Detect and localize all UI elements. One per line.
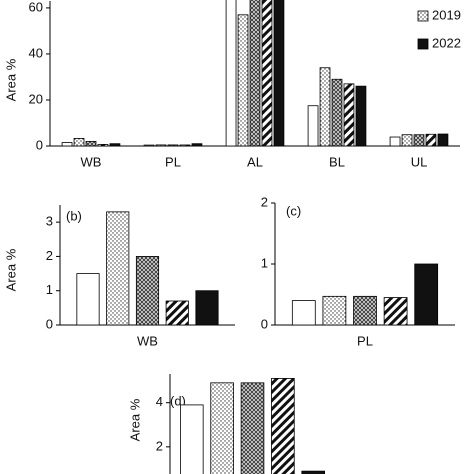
bar bbox=[383, 297, 408, 326]
bar bbox=[353, 295, 377, 326]
bar bbox=[135, 256, 160, 326]
bar bbox=[291, 300, 316, 326]
y-tick-label: 2 bbox=[46, 248, 53, 263]
legend-label: 2022 bbox=[432, 35, 461, 50]
bar bbox=[413, 134, 425, 147]
bar bbox=[195, 290, 219, 326]
bar bbox=[249, 0, 261, 147]
bar bbox=[179, 144, 191, 147]
y-tick-label: 0 bbox=[261, 316, 268, 331]
bar bbox=[425, 133, 437, 147]
y-axis-label: Area % bbox=[3, 248, 18, 291]
legend-swatch bbox=[417, 10, 429, 22]
legend-swatch bbox=[417, 38, 429, 50]
bar bbox=[437, 133, 449, 147]
bar bbox=[414, 263, 439, 326]
x-tick-label: WB bbox=[81, 154, 102, 169]
bar bbox=[85, 140, 97, 147]
y-tick-label: 3 bbox=[46, 214, 53, 229]
bar bbox=[73, 138, 85, 147]
panel-label: (c) bbox=[286, 203, 301, 218]
y-axis-label: Area % bbox=[3, 58, 18, 101]
x-tick-label: AL bbox=[247, 154, 263, 169]
bar bbox=[106, 211, 130, 326]
bar bbox=[389, 136, 401, 147]
bar bbox=[271, 378, 295, 474]
bar bbox=[76, 273, 100, 326]
bar bbox=[319, 67, 331, 147]
y-tick-label: 1 bbox=[46, 282, 53, 297]
bar bbox=[261, 0, 273, 147]
bar bbox=[355, 85, 367, 147]
y-axis-label: Area % bbox=[127, 398, 142, 441]
bar bbox=[401, 134, 413, 147]
y-tick-label: 2 bbox=[156, 438, 163, 453]
bar bbox=[179, 404, 204, 474]
bar bbox=[165, 300, 189, 326]
x-tick-label: PL bbox=[165, 154, 181, 169]
y-tick-label: 1 bbox=[261, 255, 268, 270]
y-tick-label: 4 bbox=[156, 394, 163, 409]
bar bbox=[210, 382, 234, 474]
bar bbox=[191, 143, 203, 147]
bar bbox=[240, 382, 265, 474]
x-tick-label: PL bbox=[357, 333, 373, 348]
y-tick-label: 0 bbox=[46, 316, 53, 331]
y-tick-label: 60 bbox=[29, 0, 43, 14]
bar bbox=[343, 83, 355, 147]
bar bbox=[143, 144, 155, 147]
bar bbox=[301, 470, 326, 474]
panel-label: (b) bbox=[66, 208, 82, 223]
bar bbox=[331, 78, 343, 147]
x-tick-label: BL bbox=[329, 154, 345, 169]
x-tick-label: WB bbox=[137, 333, 158, 348]
bar bbox=[237, 14, 249, 147]
y-tick-label: 20 bbox=[29, 91, 43, 106]
bar bbox=[61, 142, 73, 147]
bar bbox=[155, 144, 167, 147]
legend-label: 2019 bbox=[432, 7, 461, 22]
bar bbox=[97, 143, 109, 147]
bar bbox=[167, 144, 179, 147]
bar bbox=[273, 0, 285, 147]
bar bbox=[109, 143, 121, 147]
y-tick-label: 0 bbox=[36, 137, 43, 152]
bar bbox=[307, 105, 319, 147]
bar bbox=[322, 295, 347, 326]
x-tick-label: UL bbox=[411, 154, 428, 169]
y-tick-label: 2 bbox=[261, 194, 268, 209]
y-tick-label: 40 bbox=[29, 45, 43, 60]
bar bbox=[225, 0, 237, 147]
